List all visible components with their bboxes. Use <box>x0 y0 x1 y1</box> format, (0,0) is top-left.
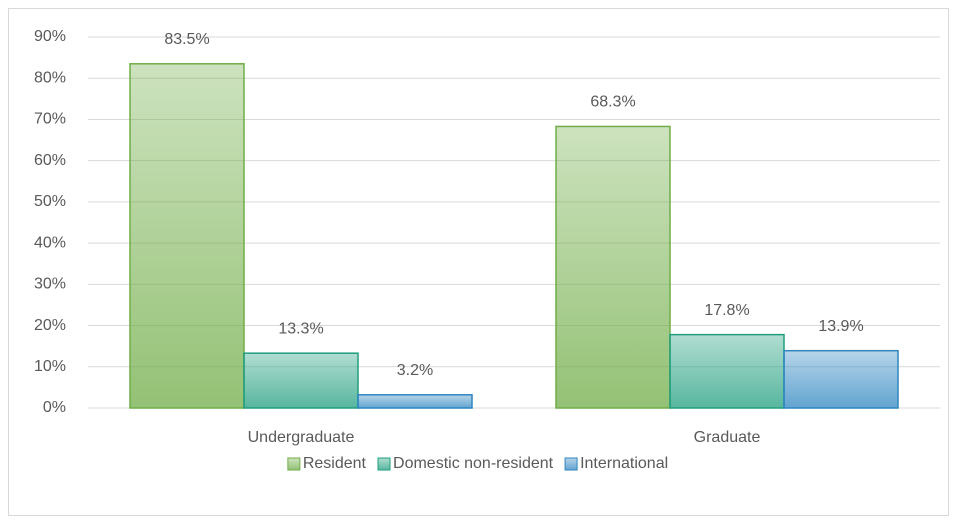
value-label: 3.2% <box>397 362 433 379</box>
y-tick-label: 70% <box>34 111 66 128</box>
legend: Resident Domestic non-resident Internation… <box>287 455 668 472</box>
x-tick-label: Undergraduate <box>248 429 355 446</box>
legend-label: Domestic non-resident <box>393 455 554 472</box>
bar <box>783 349 899 409</box>
value-label: 13.3% <box>278 320 323 337</box>
legend-swatch <box>564 457 578 471</box>
y-tick-label: 10% <box>34 358 66 375</box>
x-tick-label: Graduate <box>694 429 761 446</box>
value-label: 68.3% <box>590 94 635 111</box>
bar <box>129 63 245 409</box>
value-label: 17.8% <box>704 302 749 319</box>
y-tick-label: 30% <box>34 276 66 293</box>
y-tick-label: 50% <box>34 193 66 210</box>
y-tick-label: 40% <box>34 234 66 251</box>
value-label: 13.9% <box>818 318 863 335</box>
y-tick-label: 90% <box>34 28 66 45</box>
legend-label: Resident <box>303 455 367 472</box>
y-tick-label: 80% <box>34 69 66 86</box>
legend-swatch <box>377 457 391 471</box>
legend-label: International <box>580 455 668 472</box>
y-tick-label: 20% <box>34 317 66 334</box>
y-tick-label: 0% <box>43 399 66 416</box>
bar <box>555 125 671 409</box>
y-tick-label: 60% <box>34 152 66 169</box>
bar <box>669 333 785 409</box>
value-label: 83.5% <box>164 31 209 48</box>
bar <box>243 352 359 409</box>
legend-swatch <box>287 457 301 471</box>
bar <box>357 394 473 409</box>
